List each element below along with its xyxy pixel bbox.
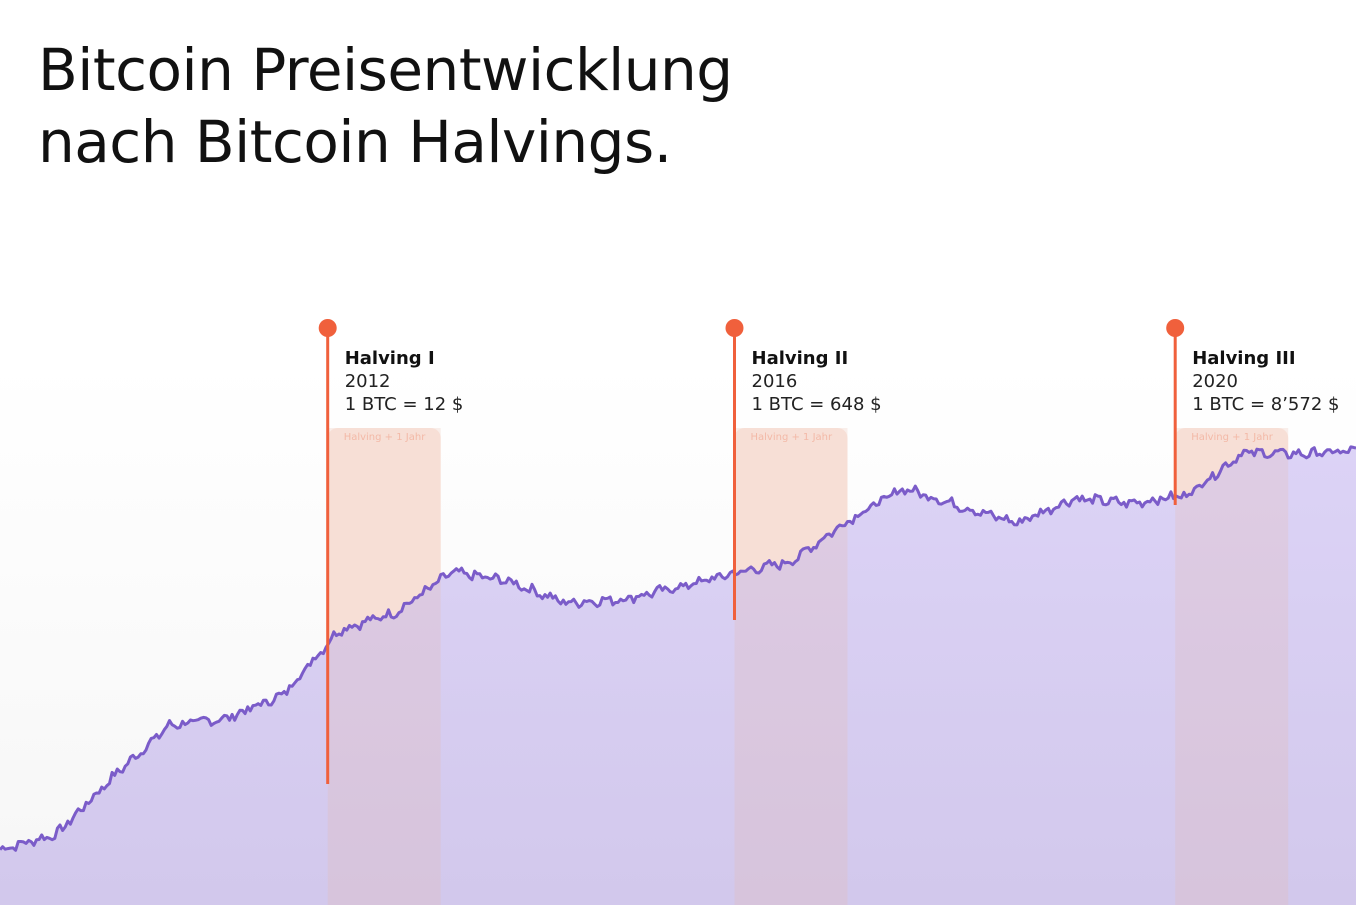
- halving-band-overlay-1: [327, 428, 441, 905]
- halving-band-overlays: [327, 428, 1289, 905]
- halving-marker-dot-1: [318, 319, 337, 337]
- halving-year-2: 2016: [752, 371, 798, 392]
- halving-title-1: Halving I: [345, 348, 435, 369]
- halving-price-1: 1 BTC = 12 $: [345, 394, 464, 415]
- halving-band-overlay-3: [1175, 428, 1289, 905]
- halving-year-1: 2012: [345, 371, 391, 392]
- title-line-2: nach Bitcoin Halvings.: [38, 108, 672, 176]
- title-line-1: Bitcoin Preisentwicklung: [38, 36, 733, 104]
- halving-marker-dot-2: [725, 319, 744, 337]
- halving-band-overlay-2: [734, 428, 848, 905]
- halving-marker-dot-3: [1166, 319, 1185, 337]
- price-area: [0, 446, 1356, 905]
- halving-price-2: 1 BTC = 648 $: [752, 394, 882, 415]
- halving-title-3: Halving III: [1192, 348, 1295, 369]
- price-line: [0, 445, 1356, 852]
- halving-price-3: 1 BTC = 8’572 $: [1192, 394, 1339, 415]
- halving-title-2: Halving II: [752, 348, 849, 369]
- chart-title: Bitcoin Preisentwicklung nach Bitcoin Ha…: [38, 34, 733, 178]
- halving-year-3: 2020: [1192, 371, 1238, 392]
- halving-band-label-2: Halving + 1 Jahr: [751, 432, 834, 443]
- halving-band-label-3: Halving + 1 Jahr: [1191, 432, 1274, 443]
- halving-band-label-1: Halving + 1 Jahr: [344, 432, 427, 443]
